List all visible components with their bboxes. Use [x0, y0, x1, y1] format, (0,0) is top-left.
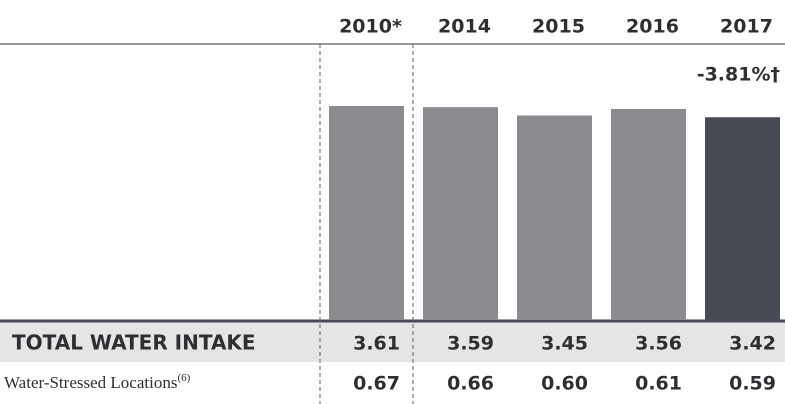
stressed-value: 0.60	[541, 373, 588, 395]
total-value: 3.59	[447, 333, 494, 355]
row-label-text: Water-Stressed Locations	[4, 373, 177, 392]
total-value: 3.42	[729, 333, 776, 355]
stressed-value: 0.59	[729, 373, 776, 395]
stressed-value: 0.66	[447, 373, 494, 395]
column-header: 2010*	[339, 16, 402, 38]
bar	[423, 107, 498, 320]
column-header: 2016	[626, 16, 679, 38]
stressed-value: 0.67	[353, 373, 400, 395]
bar	[705, 117, 780, 321]
total-value: 3.56	[635, 333, 682, 355]
column-header: 2014	[438, 16, 491, 38]
total-value: 3.61	[353, 333, 400, 355]
column-header: 2017	[720, 16, 773, 38]
row-label: Water-Stressed Locations(6)	[4, 372, 191, 392]
stressed-value: 0.61	[635, 373, 682, 395]
bar	[329, 106, 404, 320]
column-header: 2015	[532, 16, 585, 38]
footnote: (6)	[177, 372, 190, 384]
bar	[517, 115, 592, 320]
bar	[611, 108, 686, 320]
annotation: -3.81%†	[697, 64, 780, 86]
total-row-bg	[0, 322, 785, 362]
total-value: 3.45	[541, 333, 588, 355]
row-label: TOTAL WATER INTAKE	[12, 331, 256, 355]
